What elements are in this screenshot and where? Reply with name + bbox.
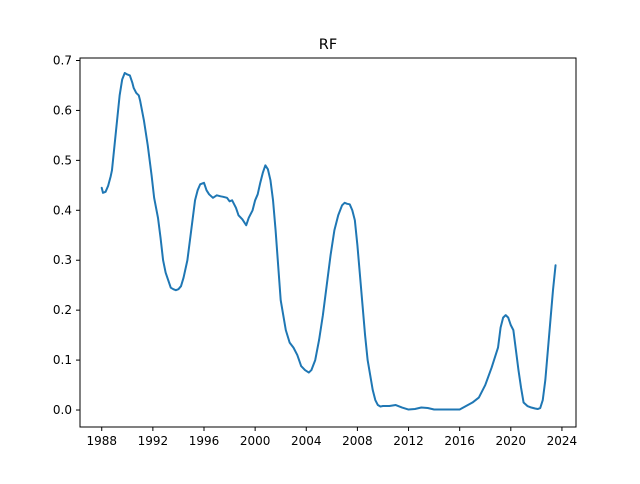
plot-frame bbox=[79, 57, 577, 428]
x-tick-label: 1996 bbox=[189, 434, 220, 448]
x-tick-label: 2024 bbox=[547, 434, 578, 448]
y-tick-label: 0.5 bbox=[53, 153, 72, 167]
chart-title: RF bbox=[319, 37, 337, 53]
x-tick-label: 2020 bbox=[496, 434, 527, 448]
y-tick-label: 0.3 bbox=[53, 253, 72, 267]
x-tick-label: 2008 bbox=[342, 434, 373, 448]
series-layer bbox=[100, 71, 557, 411]
x-tick-label: 2000 bbox=[240, 434, 271, 448]
series-line bbox=[100, 71, 557, 411]
y-axis: 0.0 0.1 0.2 0.3 0.4 0.5 0.6 0.7 bbox=[53, 53, 80, 417]
x-tick-label: 1988 bbox=[86, 434, 117, 448]
x-tick-label: 2012 bbox=[393, 434, 424, 448]
y-tick-label: 0.2 bbox=[53, 303, 72, 317]
y-tick-label: 0.0 bbox=[53, 403, 72, 417]
y-tick-label: 0.1 bbox=[53, 353, 72, 367]
y-tick-label: 0.4 bbox=[53, 203, 72, 217]
y-tick-label: 0.7 bbox=[53, 53, 72, 67]
x-tick-label: 1992 bbox=[138, 434, 169, 448]
x-axis: 1988 1992 1996 2000 2004 2008 2012 2016 2020 2024 bbox=[86, 427, 577, 448]
x-tick-label: 2004 bbox=[291, 434, 322, 448]
y-tick-label: 0.6 bbox=[53, 103, 72, 117]
x-tick-label: 2016 bbox=[444, 434, 475, 448]
